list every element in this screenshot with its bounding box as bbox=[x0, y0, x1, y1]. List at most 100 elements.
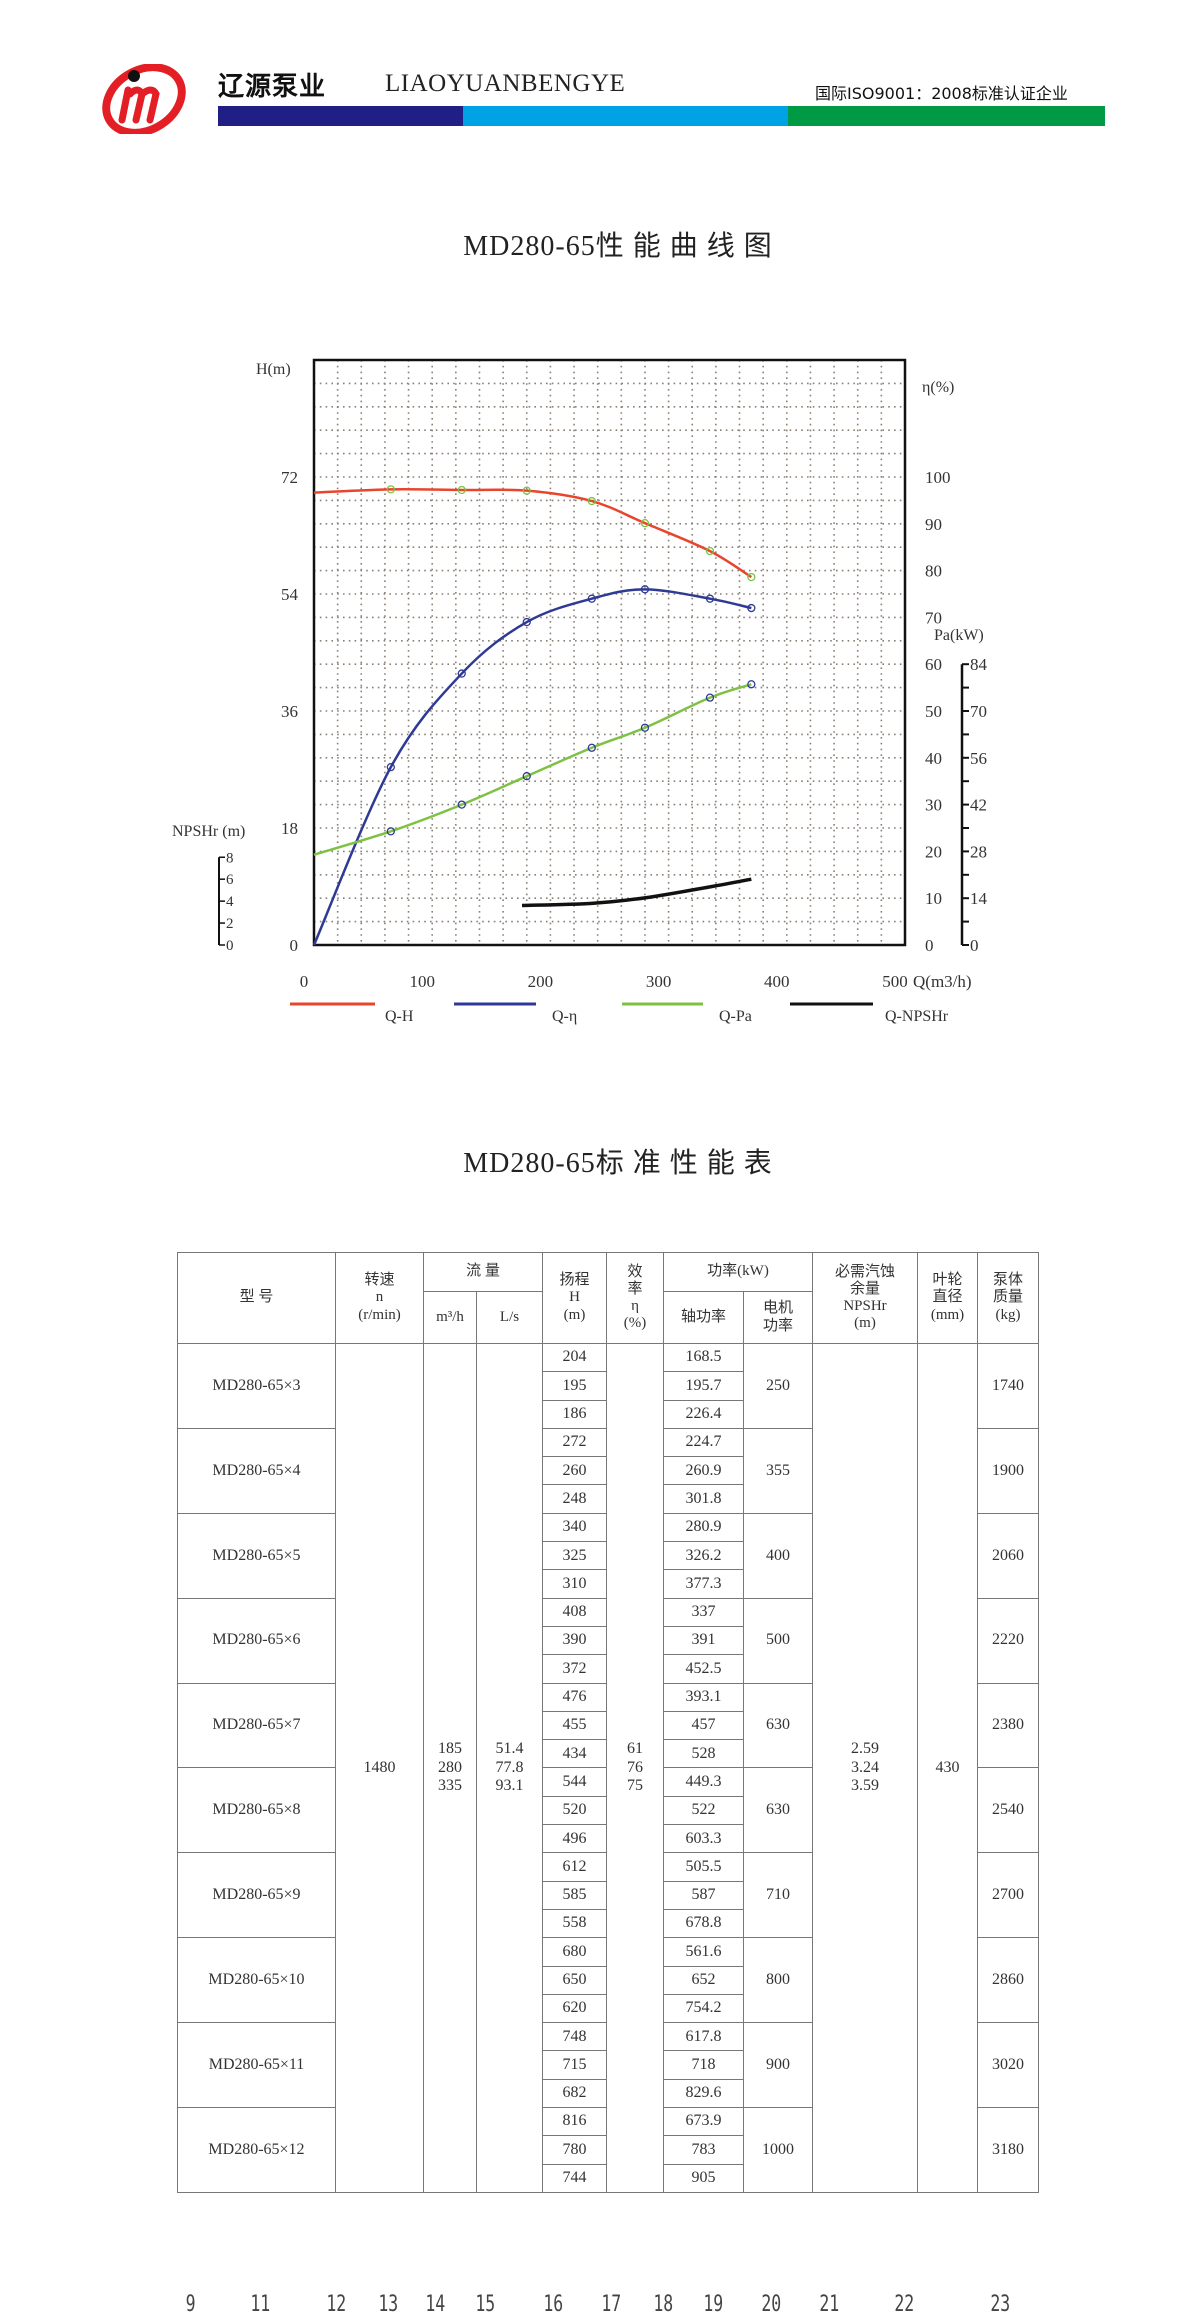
model-cell: MD280-65×7 bbox=[177, 1682, 336, 1769]
eta-tick-label: 40 bbox=[925, 749, 942, 768]
eta-tick-label: 70 bbox=[925, 608, 942, 627]
head-cell: 544 bbox=[542, 1767, 607, 1797]
speed-cell: 1480 bbox=[335, 1343, 424, 2193]
x-tick-label: 400 bbox=[764, 972, 790, 991]
shaft-power-cell: 449.3 bbox=[663, 1767, 744, 1797]
data-point-h bbox=[386, 485, 395, 494]
header-efficiency: 效率 η (%) bbox=[606, 1252, 664, 1344]
head-cell: 434 bbox=[542, 1739, 607, 1769]
performance-table: 型 号 转速 n (r/min) 流 量 扬程 H (m) 效率 η (%) 功率(kW) … bbox=[177, 1252, 1039, 2193]
head-cell: 310 bbox=[542, 1569, 607, 1599]
data-point-eta bbox=[640, 585, 650, 594]
data-point-eta bbox=[386, 763, 395, 772]
head-cell: 558 bbox=[542, 1908, 607, 1939]
model-cell: MD280-65×12 bbox=[177, 2107, 336, 2193]
shaft-power-cell: 457 bbox=[663, 1710, 744, 1741]
h-axis-label: H(m) bbox=[256, 361, 291, 378]
data-point-h bbox=[522, 486, 531, 495]
data-point-h bbox=[640, 519, 650, 528]
page-number: 15 bbox=[475, 2292, 496, 2317]
shaft-power-cell: 452.5 bbox=[663, 1654, 744, 1684]
shaft-power-cell: 718 bbox=[663, 2050, 744, 2080]
motor-power-cell: 800 bbox=[743, 1937, 813, 2024]
page-number: 12 bbox=[326, 2292, 347, 2317]
page-number: 22 bbox=[894, 2292, 915, 2317]
data-point-pa bbox=[587, 743, 596, 752]
h-tick-label: 18 bbox=[281, 819, 298, 838]
eta-tick-label: 100 bbox=[925, 468, 951, 487]
motor-power-cell: 900 bbox=[743, 2022, 813, 2109]
data-point-pa bbox=[705, 693, 715, 702]
shaft-power-cell: 678.8 bbox=[663, 1908, 744, 1939]
page-number: 23 bbox=[990, 2292, 1011, 2317]
header-flow-m3h: m³/h bbox=[423, 1291, 477, 1344]
data-point-pa bbox=[457, 800, 466, 809]
h-tick-label: 36 bbox=[281, 702, 298, 721]
table-row: MD280-65×3 1480 185 280 335 51.4 77.8 93.1 204 61… bbox=[177, 1342, 1039, 2193]
mass-cell: 1900 bbox=[977, 1427, 1039, 1514]
head-cell: 340 bbox=[542, 1512, 607, 1543]
motor-power-cell: 400 bbox=[743, 1512, 813, 1599]
plot-frame bbox=[312, 358, 907, 947]
head-cell: 455 bbox=[542, 1710, 607, 1741]
model-cell: MD280-65×3 bbox=[177, 1343, 336, 1429]
eta-tick-label: 60 bbox=[925, 655, 942, 674]
header-flow: 流 量 bbox=[423, 1252, 543, 1292]
head-cell: 612 bbox=[542, 1852, 607, 1882]
table-row: 372 452.5 bbox=[178, 1654, 1039, 1684]
x-axis-label: Q(m3/h) bbox=[913, 972, 972, 991]
eta-tick-label: 30 bbox=[925, 796, 942, 815]
shaft-power-cell: 617.8 bbox=[663, 2022, 744, 2052]
eta-tick-label: 80 bbox=[925, 562, 942, 581]
eta-axis-label: η(%) bbox=[922, 379, 954, 396]
pa-axis-label: Pa(kW) bbox=[934, 627, 984, 644]
mass-cell: 1740 bbox=[977, 1343, 1039, 1429]
eta-tick-label: 0 bbox=[925, 936, 934, 955]
table-row: MD280-65×9 612 505.5 710 2700 bbox=[177, 1852, 1039, 1939]
mass-cell: 3180 bbox=[977, 2107, 1039, 2193]
shaft-power-cell: 652 bbox=[663, 1965, 744, 1995]
head-cell: 680 bbox=[542, 1937, 607, 1967]
shaft-power-cell: 393.1 bbox=[663, 1682, 744, 1712]
head-cell: 780 bbox=[542, 2135, 607, 2165]
header-mass: 泵体 质量 (kg) bbox=[977, 1252, 1039, 1344]
shaft-power-cell: 603.3 bbox=[663, 1824, 744, 1854]
pa-tick-label: 84 bbox=[970, 655, 988, 674]
eta-tick-label: 90 bbox=[925, 515, 942, 534]
x-tick-label: 0 bbox=[300, 972, 309, 991]
series-line-npshr bbox=[521, 877, 752, 908]
table-row: 715 718 bbox=[178, 2050, 1039, 2080]
h-tick-label: 0 bbox=[290, 936, 299, 955]
model-cell: MD280-65×4 bbox=[177, 1427, 336, 1514]
mass-cell: 2220 bbox=[977, 1597, 1039, 1684]
h-tick-label: 72 bbox=[281, 468, 298, 487]
head-cell: 744 bbox=[542, 2163, 607, 2193]
data-point-pa bbox=[522, 772, 531, 781]
head-cell: 195 bbox=[542, 1371, 607, 1401]
table-row: 682 829.6 bbox=[178, 2078, 1039, 2109]
mass-cell: 3020 bbox=[977, 2022, 1039, 2109]
table-row: 310 377.3 bbox=[178, 1569, 1039, 1599]
header-shaft-power: 轴功率 bbox=[663, 1291, 744, 1344]
head-cell: 260 bbox=[542, 1456, 607, 1486]
header-impeller: 叶轮 直径 (mm) bbox=[917, 1252, 978, 1344]
data-point-pa bbox=[747, 680, 756, 689]
head-cell: 715 bbox=[542, 2050, 607, 2080]
pa-tick-label: 28 bbox=[970, 842, 987, 861]
shaft-power-cell: 528 bbox=[663, 1739, 744, 1769]
shaft-power-cell: 301.8 bbox=[663, 1484, 744, 1514]
page-number: 16 bbox=[543, 2292, 564, 2317]
head-cell: 248 bbox=[542, 1484, 607, 1514]
brand-name-en: LIAOYUANBENGYE bbox=[385, 70, 626, 97]
company-logo bbox=[98, 63, 190, 137]
motor-power-cell: 500 bbox=[743, 1597, 813, 1684]
shaft-power-cell: 226.4 bbox=[663, 1399, 744, 1429]
head-cell: 520 bbox=[542, 1795, 607, 1826]
data-point-eta bbox=[705, 594, 715, 603]
data-point-h bbox=[457, 485, 466, 495]
npshr-axis-label: NPSHr (m) bbox=[172, 823, 245, 840]
header-speed: 转速 n (r/min) bbox=[335, 1252, 424, 1344]
x-tick-label: 500 bbox=[882, 972, 908, 991]
page-number: 9 bbox=[185, 2292, 196, 2317]
motor-power-cell: 355 bbox=[743, 1427, 813, 1514]
